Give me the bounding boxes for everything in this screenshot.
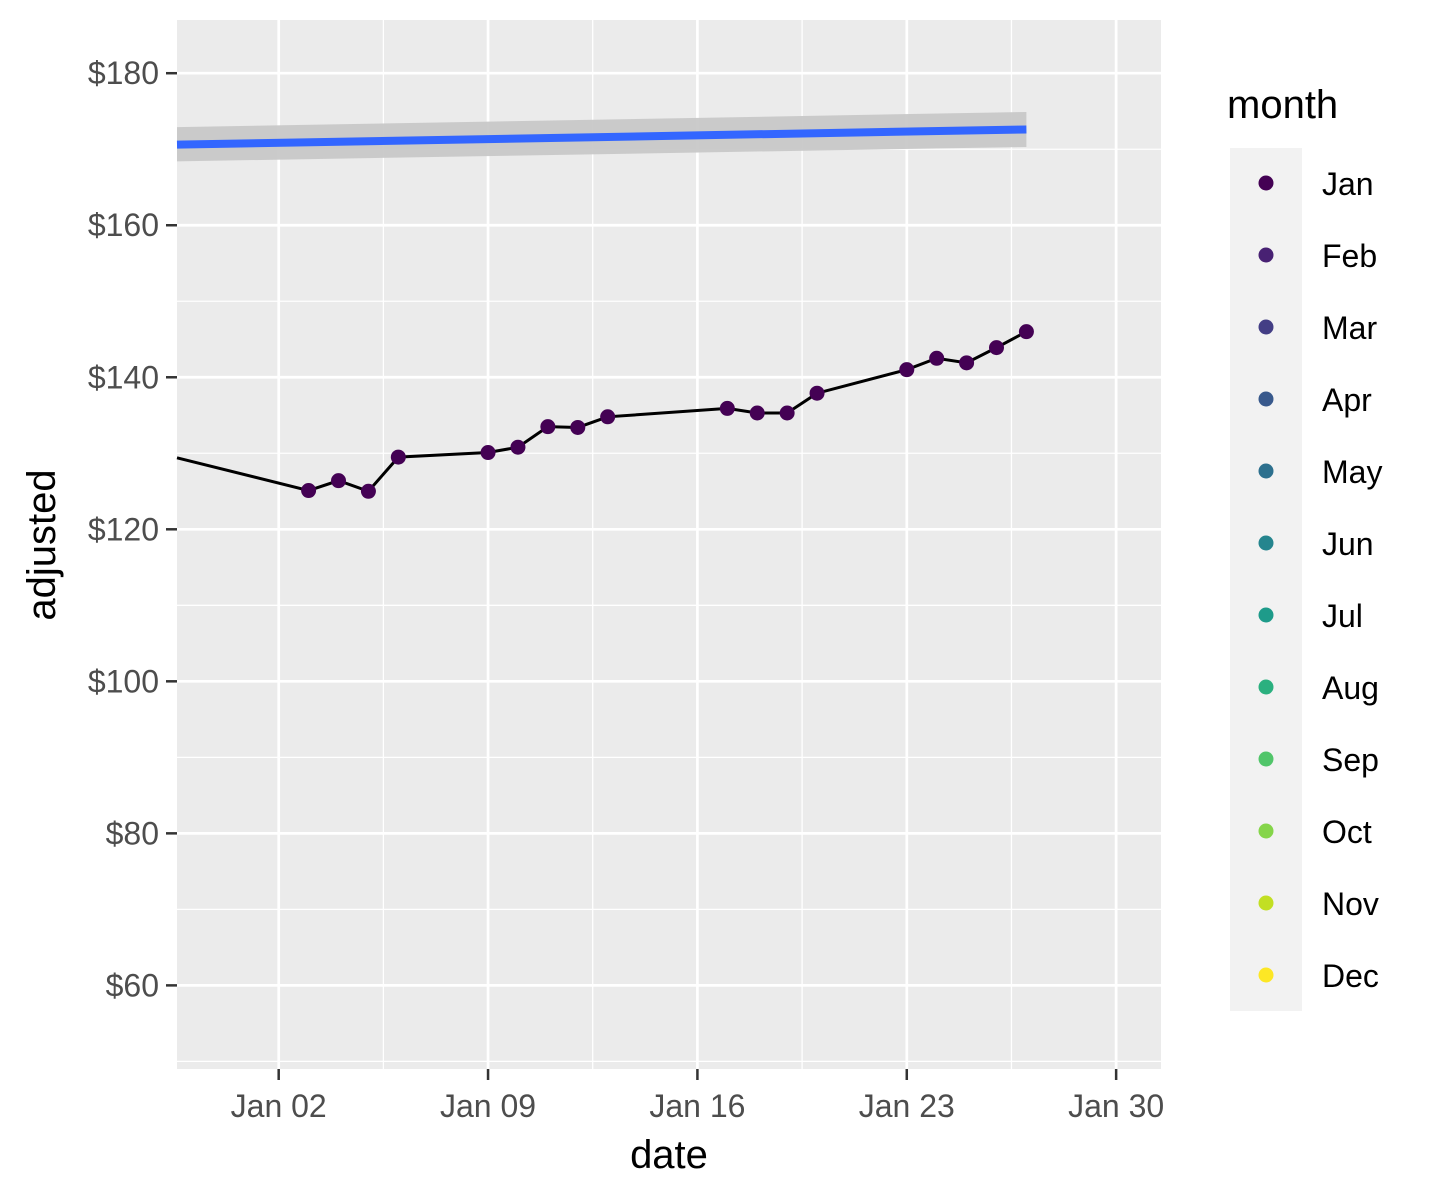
price-point: [600, 409, 616, 425]
legend-items: Jan Feb Mar Apr May Jun Jul Aug Sep Oct Nov Dec: [1258, 166, 1382, 994]
legend-label-jul: Jul: [1322, 598, 1363, 634]
x-tick-label: Jan 23: [859, 1088, 955, 1124]
legend-label-jun: Jun: [1322, 526, 1374, 562]
x-tick-label: Jan 09: [440, 1088, 536, 1124]
y-tick-label: $160: [88, 207, 159, 243]
legend-key-nov: [1258, 895, 1274, 911]
price-point: [510, 439, 526, 455]
y-tick-label: $80: [106, 815, 159, 851]
y-tick-label: $140: [88, 359, 159, 395]
legend-key-mar: [1258, 319, 1274, 335]
legend-key-sep: [1258, 751, 1274, 767]
trend-line: [176, 125, 1027, 149]
price-point: [989, 340, 1005, 356]
grid-major: [177, 20, 1161, 1069]
legend-key-may: [1258, 463, 1274, 479]
legend-key-jan: [1258, 175, 1274, 191]
y-tick-label: $100: [88, 663, 159, 699]
legend-title: month: [1227, 83, 1338, 127]
price-point: [809, 385, 825, 401]
price-point: [779, 405, 795, 421]
legend-label-jan: Jan: [1322, 166, 1374, 202]
legend-label-may: May: [1322, 454, 1382, 490]
price-point: [959, 355, 975, 371]
legend-key-feb: [1258, 247, 1274, 263]
legend-key-aug: [1258, 679, 1274, 695]
price-point: [1018, 324, 1034, 340]
legend-label-mar: Mar: [1322, 310, 1377, 346]
price-point: [360, 483, 376, 499]
price-point: [719, 400, 735, 416]
y-axis: $60 $80 $100 $120 $140 $160 $180: [88, 55, 177, 1003]
price-point: [570, 419, 586, 435]
legend-label-sep: Sep: [1322, 742, 1379, 778]
legend-key-apr: [1258, 391, 1274, 407]
price-series-layer: [176, 324, 1034, 499]
legend-label-nov: Nov: [1322, 886, 1379, 922]
y-tick-label: $120: [88, 511, 159, 547]
x-tick-label: Jan 16: [649, 1088, 745, 1124]
legend-label-aug: Aug: [1322, 670, 1379, 706]
panel-background: [177, 20, 1161, 1069]
legend-key-jun: [1258, 535, 1274, 551]
price-point: [899, 362, 915, 378]
price-point: [480, 445, 496, 461]
legend-key-jul: [1258, 607, 1274, 623]
x-tick-label: Jan 30: [1068, 1088, 1164, 1124]
trend-line-layer: [176, 125, 1027, 149]
price-point: [749, 405, 765, 421]
legend-label-dec: Dec: [1322, 958, 1379, 994]
price-point: [331, 473, 347, 489]
x-tick-label: Jan 02: [231, 1088, 327, 1124]
legend: month Jan Feb Mar Apr May Jun Jul Aug Sep Oct Nov D…: [1227, 83, 1382, 1011]
price-point: [929, 350, 945, 366]
y-axis-title: adjusted: [20, 469, 64, 620]
legend-key-dec: [1258, 967, 1274, 983]
x-axis: Jan 02 Jan 09 Jan 16 Jan 23 Jan 30: [231, 1069, 1164, 1124]
legend-label-feb: Feb: [1322, 238, 1377, 274]
price-point: [540, 419, 556, 435]
y-tick-label: $60: [106, 967, 159, 1003]
x-axis-title: date: [630, 1133, 708, 1177]
legend-label-oct: Oct: [1322, 814, 1372, 850]
legend-key-oct: [1258, 823, 1274, 839]
price-point: [390, 449, 406, 465]
y-tick-label: $180: [88, 55, 159, 91]
legend-label-apr: Apr: [1322, 382, 1372, 418]
legend-key-background: [1230, 148, 1302, 1011]
price-point: [301, 483, 317, 499]
